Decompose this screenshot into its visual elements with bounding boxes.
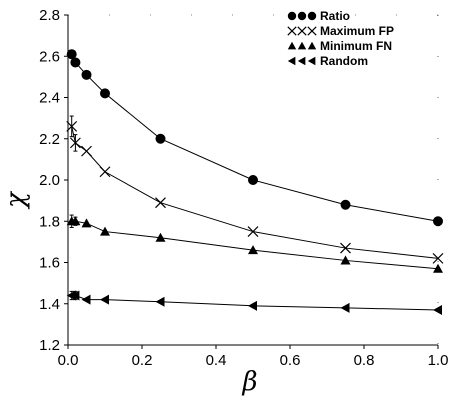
y-tick-label: 1.4 [39,296,60,313]
legend-marker [287,11,297,21]
data-point [340,255,351,265]
y-tick-label: 2.8 [39,7,60,24]
y-tick-label: 1.2 [39,337,60,354]
series-line [71,53,439,222]
legend-label: Maximum FP [320,24,394,38]
data-point [155,133,166,144]
legend-marker [287,56,296,66]
data-point [81,69,92,80]
data-point [66,49,77,60]
legend-label: Random [320,54,368,68]
x-axis-label: β [241,367,257,397]
y-tick-label: 1.8 [39,213,60,230]
data-point [81,294,91,305]
data-point [248,175,258,185]
data-point [340,199,351,210]
data-point [70,290,80,301]
data-point [99,166,111,178]
y-axis-label: χ [1,190,31,210]
series-minimum-fn [66,214,443,273]
legend-marker [297,11,307,21]
x-tick-label: 0.0 [58,352,79,369]
data-point [100,294,109,305]
data-point [155,296,165,307]
data-point [248,300,257,311]
legend-marker [287,26,297,36]
legend-marker [307,26,317,36]
data-point [340,302,350,313]
series-line [71,220,439,270]
data-point [155,197,166,209]
y-tick-label: 1.6 [39,255,60,272]
y-tick-label: 2.6 [39,48,60,65]
legend-entry: Random [287,54,368,68]
data-point [69,137,81,149]
legend-marker [297,26,307,36]
x-tick-label: 0.4 [206,352,227,369]
legend-label: Minimum FN [320,39,392,53]
x-tick-label: 1.0 [428,352,449,369]
data-point [433,216,443,227]
data-point [70,57,81,68]
legend-marker [297,41,307,50]
series-random [66,290,442,315]
series-layer [66,49,444,315]
legend-entry: Ratio [287,9,350,23]
data-point [81,145,92,157]
data-point [248,245,258,255]
x-tick-label: 0.6 [280,352,301,369]
data-point [66,120,78,132]
data-point [81,218,92,228]
series-ratio [66,49,443,227]
series-line [71,126,439,259]
y-tick-label: 2.4 [39,90,60,107]
data-point [100,226,110,236]
series-maximum-fp [66,115,444,264]
legend-marker [287,41,297,50]
data-point [433,304,442,315]
legend-marker [307,11,317,21]
data-point [155,232,166,242]
legend-marker [297,56,306,66]
y-tick-label: 2.2 [39,131,60,148]
y-tick-label: 2.0 [39,172,60,189]
x-tick-label: 0.8 [354,352,375,369]
data-point [247,226,259,237]
legend-entry: Minimum FN [287,39,392,53]
axes: 0.0 0.2 0.4 0.6 0.8 1.0 1.2 1.4 1.6 1.8 2.0 2.2 2.4 2… [39,7,448,369]
x-tick-label: 0.2 [132,352,153,369]
legend-marker [307,56,316,66]
legend-entry: Maximum FP [287,24,394,38]
data-point [70,216,81,226]
legend-marker [307,41,317,50]
legend-label: Ratio [320,9,350,23]
data-point [432,252,444,264]
data-point [433,263,443,273]
data-point [340,242,351,254]
data-point [100,88,110,99]
